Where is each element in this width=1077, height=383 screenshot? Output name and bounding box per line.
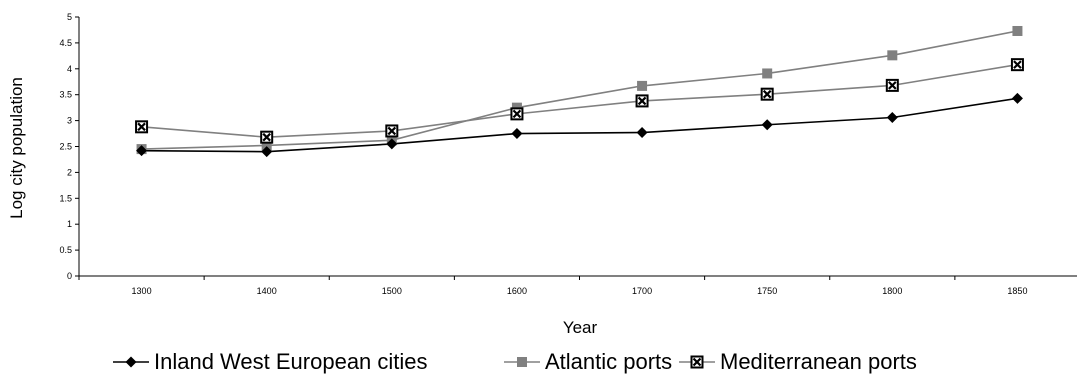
data-point xyxy=(637,80,648,91)
data-point xyxy=(510,107,524,121)
y-tick-label: 3 xyxy=(67,116,72,126)
series-line-atlantic-ports xyxy=(141,30,1018,150)
data-point xyxy=(635,94,649,108)
y-tick-label: 5 xyxy=(67,12,72,22)
legend-item: Mediterranean ports xyxy=(679,349,917,374)
y-tick-label: 4.5 xyxy=(59,38,72,48)
data-point xyxy=(136,145,148,157)
legend-item: Inland West European cities xyxy=(113,349,428,374)
data-point xyxy=(385,124,399,138)
series-line-mediterranean-ports xyxy=(141,63,1018,138)
data-point xyxy=(1010,58,1024,72)
data-point xyxy=(511,128,523,140)
legend-marker xyxy=(125,356,137,368)
x-tick-label: 1700 xyxy=(632,286,652,296)
data-point xyxy=(886,111,898,123)
data-point xyxy=(636,127,648,139)
data-point xyxy=(1011,92,1023,104)
legend-marker xyxy=(690,355,704,369)
y-tick-label: 2 xyxy=(67,167,72,177)
marker-cross xyxy=(137,122,146,132)
x-tick-label: 1400 xyxy=(257,286,277,296)
data-point xyxy=(760,87,774,101)
legend-label: Inland West European cities xyxy=(154,349,428,374)
data-point xyxy=(1012,25,1023,36)
x-tick-label: 1500 xyxy=(382,286,402,296)
y-tick-label: 2.5 xyxy=(59,142,72,152)
plot-area: 0 0.5 1 1.5 2 2.5 3 3.5 4 4.5 5 1300 1400 1500 1600 170… xyxy=(59,12,1077,296)
y-tick-label: 3.5 xyxy=(59,90,72,100)
x-tick-label: 1850 xyxy=(1007,286,1027,296)
marker-cross xyxy=(387,126,397,136)
y-axis-title: Log city population xyxy=(7,77,26,219)
y-tick-label: 0 xyxy=(67,271,72,281)
marker-cross xyxy=(262,132,271,142)
marker-cross xyxy=(692,357,702,367)
legend-marker xyxy=(517,357,527,367)
legend-label: Atlantic ports xyxy=(545,349,672,374)
x-tick-label: 1300 xyxy=(132,286,152,296)
data-point xyxy=(260,130,274,144)
x-tick-label: 1800 xyxy=(882,286,902,296)
data-point xyxy=(261,146,273,158)
marker-cross xyxy=(1013,60,1022,69)
marker-cross xyxy=(888,81,897,90)
marker-cross xyxy=(762,89,772,99)
data-point xyxy=(386,138,398,150)
legend: Inland West European cities Atlantic port… xyxy=(113,349,917,374)
x-tick-label: 1600 xyxy=(507,286,527,296)
y-tick-label: 4 xyxy=(67,64,72,74)
data-point xyxy=(762,68,773,79)
y-tick-label: 0.5 xyxy=(59,245,72,255)
data-point xyxy=(761,119,773,131)
data-point xyxy=(885,78,899,92)
marker-cross xyxy=(512,109,522,119)
x-tick-label: 1750 xyxy=(757,286,777,296)
legend-label: Mediterranean ports xyxy=(720,349,917,374)
series-line-inland-west-european-cities xyxy=(141,97,1018,153)
x-axis-title: Year xyxy=(563,318,598,337)
data-point xyxy=(135,120,149,134)
y-tick-label: 1 xyxy=(67,219,72,229)
legend-item: Atlantic ports xyxy=(504,349,672,374)
data-point xyxy=(887,50,898,61)
data-point xyxy=(261,140,272,151)
marker-cross xyxy=(637,96,647,106)
y-tick-label: 1.5 xyxy=(59,193,72,203)
